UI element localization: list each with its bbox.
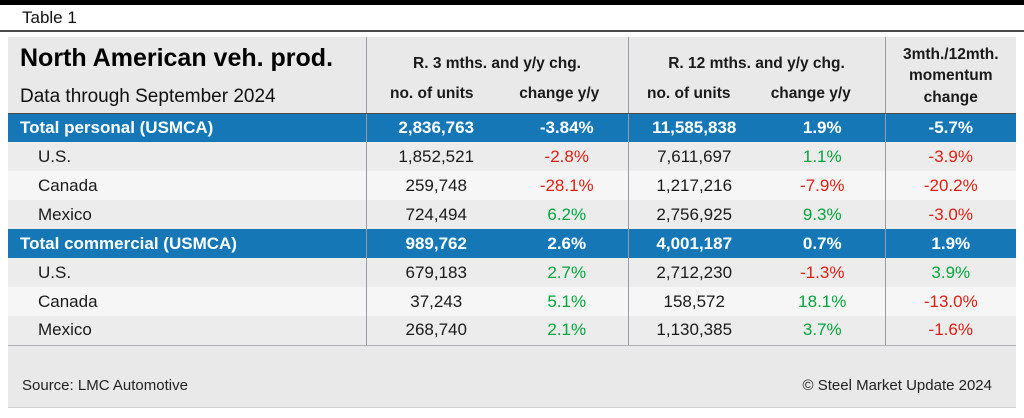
column-group-12mo: R. 12 mths. and y/y chg. bbox=[627, 37, 886, 81]
cell-units-12mo: 1,217,216 bbox=[627, 171, 760, 200]
table-tag: Table 1 bbox=[22, 7, 77, 27]
top-black-bar bbox=[0, 0, 1024, 5]
table-card: North American veh. prod. Data through S… bbox=[8, 37, 1017, 408]
cell-change-12mo: 18.1% bbox=[760, 287, 886, 316]
table-row-us-commercial: U.S. 679,183 2.7% 2,712,230 -1.3% 3.9% bbox=[8, 258, 1017, 287]
title-block: North American veh. prod. Data through S… bbox=[8, 37, 366, 114]
header-sub-row: no. of units change y/y no. of units cha… bbox=[8, 81, 1016, 114]
column-header-units-3mo: no. of units bbox=[365, 81, 506, 114]
header-group-row: North American veh. prod. Data through S… bbox=[8, 37, 1017, 114]
column-header-units-12mo: no. of units bbox=[627, 81, 760, 114]
cell-change-3mo: -3.84% bbox=[506, 113, 628, 142]
cell-momentum: -13.0% bbox=[884, 287, 1017, 316]
cell-change-12mo: 1.9% bbox=[760, 113, 886, 142]
table-row-mexico-commercial: Mexico 268,740 2.1% 1,130,385 3.7% -1.6% bbox=[8, 316, 1017, 346]
cell-units-12mo: 11,585,838 bbox=[627, 113, 760, 142]
cell-units-3mo: 2,836,763 bbox=[365, 113, 506, 142]
table-row-us-personal: U.S. 1,852,521 -2.8% 7,611,697 1.1% -3.9… bbox=[8, 142, 1017, 171]
cell-change-3mo: 5.1% bbox=[506, 287, 628, 316]
row-label: Mexico bbox=[8, 316, 366, 346]
cell-change-12mo: 3.7% bbox=[760, 316, 886, 346]
cell-units-3mo: 37,243 bbox=[365, 287, 506, 316]
cell-momentum: -3.0% bbox=[884, 200, 1017, 229]
cell-units-12mo: 1,130,385 bbox=[627, 316, 760, 346]
cell-change-12mo: -1.3% bbox=[760, 258, 886, 287]
cell-change-12mo: 1.1% bbox=[760, 142, 886, 171]
table-row-mexico-personal: Mexico 724,494 6.2% 2,756,925 9.3% -3.0% bbox=[8, 200, 1017, 229]
column-header-momentum: 3mth./12mth. momentum change bbox=[884, 37, 1017, 114]
row-label: Mexico bbox=[8, 200, 366, 229]
column-header-change-3mo: change y/y bbox=[506, 81, 628, 114]
cell-units-12mo: 7,611,697 bbox=[627, 142, 760, 171]
cell-momentum: -20.2% bbox=[884, 171, 1017, 200]
cell-change-3mo: 2.7% bbox=[506, 258, 628, 287]
column-group-3mo: R. 3 mths. and y/y chg. bbox=[365, 37, 628, 81]
copyright-note: © Steel Market Update 2024 bbox=[802, 376, 993, 394]
table-title: North American veh. prod. bbox=[20, 44, 334, 73]
cell-momentum: -5.7% bbox=[884, 113, 1017, 142]
cell-units-3mo: 1,852,521 bbox=[365, 142, 506, 171]
table-row-total-personal: Total personal (USMCA) 2,836,763 -3.84% … bbox=[8, 113, 1017, 142]
cell-units-3mo: 268,740 bbox=[365, 316, 506, 346]
cell-units-3mo: 724,494 bbox=[365, 200, 506, 229]
row-label: Total commercial (USMCA) bbox=[8, 229, 366, 258]
table-footer: Source: LMC Automotive © Steel Market Up… bbox=[8, 346, 1016, 407]
cell-change-12mo: 9.3% bbox=[760, 200, 886, 229]
cell-momentum: -1.6% bbox=[884, 316, 1017, 346]
cell-momentum: -3.9% bbox=[884, 142, 1017, 171]
cell-change-12mo: -7.9% bbox=[760, 171, 886, 200]
column-header-change-12mo: change y/y bbox=[760, 81, 886, 114]
table-tag-strip: Table 1 bbox=[0, 5, 1024, 32]
cell-momentum: 3.9% bbox=[884, 258, 1017, 287]
cell-units-12mo: 4,001,187 bbox=[627, 229, 760, 258]
cell-change-3mo: -2.8% bbox=[506, 142, 628, 171]
row-label: Total personal (USMCA) bbox=[8, 113, 366, 142]
cell-change-3mo: 2.1% bbox=[506, 316, 628, 346]
cell-units-12mo: 2,756,925 bbox=[627, 200, 760, 229]
row-label: U.S. bbox=[8, 142, 366, 171]
source-note: Source: LMC Automotive bbox=[22, 376, 188, 394]
cell-units-12mo: 158,572 bbox=[627, 287, 760, 316]
cell-change-3mo: 2.6% bbox=[506, 229, 628, 258]
row-label: U.S. bbox=[8, 258, 366, 287]
cell-change-12mo: 0.7% bbox=[760, 229, 886, 258]
row-label: Canada bbox=[8, 287, 366, 316]
cell-change-3mo: 6.2% bbox=[506, 200, 628, 229]
cell-units-3mo: 989,762 bbox=[365, 229, 506, 258]
table-subtitle: Data through September 2024 bbox=[20, 86, 276, 108]
row-label: Canada bbox=[8, 171, 366, 200]
table-row-canada-personal: Canada 259,748 -28.1% 1,217,216 -7.9% -2… bbox=[8, 171, 1017, 200]
table-row-total-commercial: Total commercial (USMCA) 989,762 2.6% 4,… bbox=[8, 229, 1017, 258]
cell-change-3mo: -28.1% bbox=[506, 171, 628, 200]
cell-units-3mo: 679,183 bbox=[365, 258, 506, 287]
cell-units-12mo: 2,712,230 bbox=[627, 258, 760, 287]
cell-momentum: 1.9% bbox=[884, 229, 1017, 258]
production-table: North American veh. prod. Data through S… bbox=[8, 37, 1017, 346]
table-row-canada-commercial: Canada 37,243 5.1% 158,572 18.1% -13.0% bbox=[8, 287, 1017, 316]
cell-units-3mo: 259,748 bbox=[365, 171, 506, 200]
